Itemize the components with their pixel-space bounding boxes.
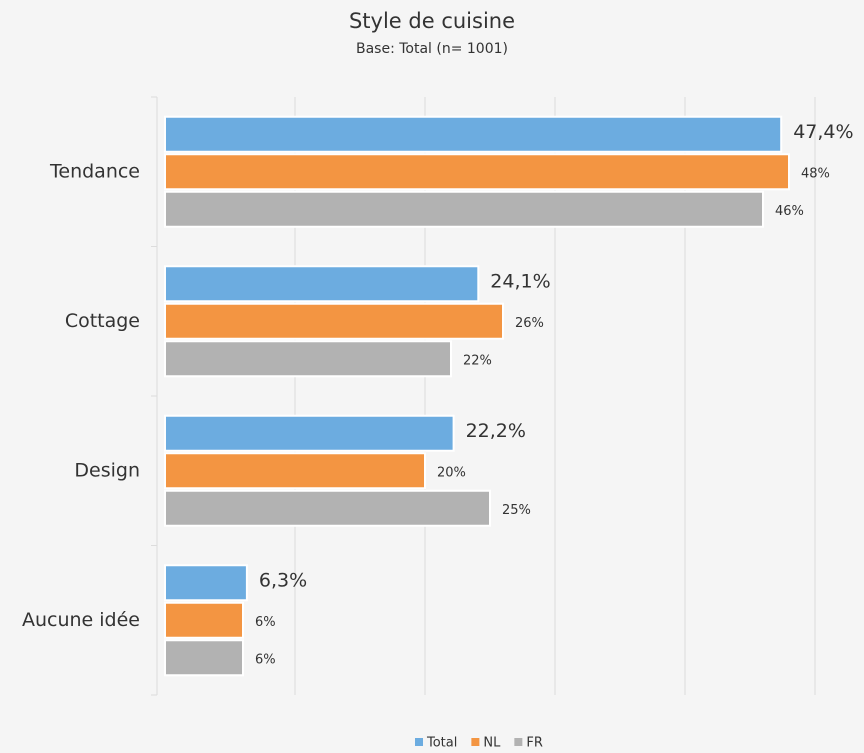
bar: [164, 190, 764, 228]
y-tick-label: Tendance: [49, 160, 140, 182]
bar: [164, 340, 452, 378]
data-label: 22,2%: [466, 420, 526, 442]
data-label: 47,4%: [793, 121, 853, 143]
data-label: 24,1%: [490, 270, 550, 292]
data-label: 6%: [255, 615, 276, 630]
bar: [164, 452, 426, 490]
chart-title: Style de cuisine: [349, 9, 515, 33]
y-tick-label: Design: [74, 459, 140, 481]
bar: [164, 265, 480, 303]
legend-label: NL: [483, 736, 501, 751]
bar: [164, 414, 455, 452]
data-label: 25%: [502, 503, 531, 518]
bar: [164, 639, 244, 677]
bar: [164, 115, 783, 153]
y-tick-label: Aucune idée: [22, 609, 140, 631]
legend-swatch: [471, 738, 480, 746]
data-label: 26%: [515, 316, 544, 331]
data-label: 46%: [775, 204, 804, 219]
y-tick-label: Cottage: [65, 310, 140, 332]
data-label: 6%: [255, 652, 276, 667]
data-label: 20%: [437, 465, 466, 480]
legend-label: Total: [426, 736, 457, 751]
data-label: 48%: [801, 166, 830, 181]
data-label: 22%: [463, 353, 492, 368]
bar: [164, 489, 491, 527]
legend-swatch: [514, 738, 523, 746]
bar: [164, 302, 504, 340]
legend-label: FR: [526, 736, 543, 751]
data-label: 6,3%: [259, 569, 307, 591]
bar: [164, 564, 248, 602]
bar: [164, 153, 790, 191]
chart-subtitle: Base: Total (n= 1001): [356, 41, 508, 57]
bar: [164, 601, 244, 639]
legend-swatch: [415, 738, 423, 746]
